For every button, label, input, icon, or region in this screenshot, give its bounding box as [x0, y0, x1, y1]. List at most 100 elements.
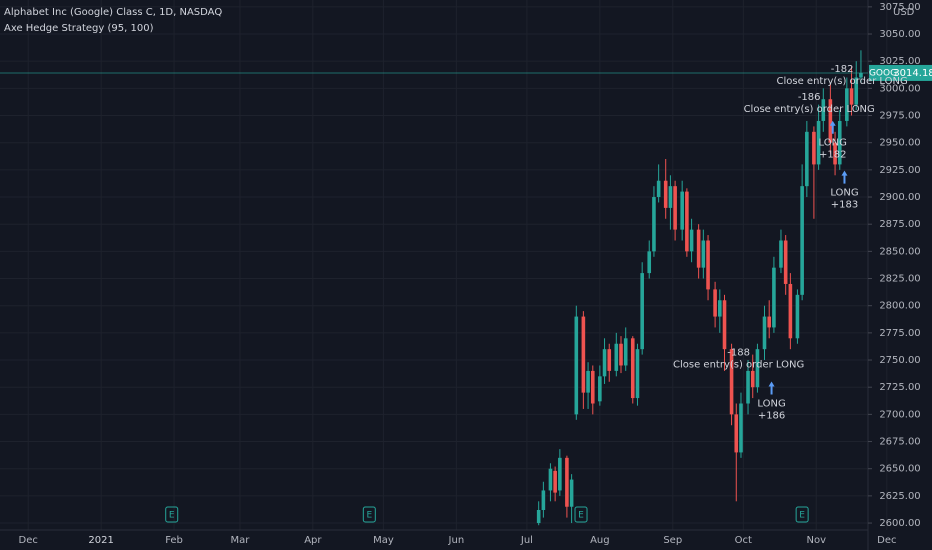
y-tick-label: 2850.00 [879, 246, 920, 257]
candle-body [734, 414, 739, 453]
annotation-text: -186 [798, 92, 821, 103]
price-box [869, 64, 932, 81]
y-tick-label: 2800.00 [879, 301, 920, 312]
x-tick-label: Dec [19, 535, 38, 546]
entry-arrow [768, 381, 775, 395]
entry-arrow [829, 120, 836, 134]
earnings-marker [362, 506, 376, 523]
annotation-text: -182 [831, 64, 854, 75]
candle-body [565, 457, 569, 507]
candle-body [569, 479, 574, 507]
candle-body [767, 316, 772, 328]
candle-body [590, 370, 595, 404]
x-tick-label: Jul [520, 535, 533, 546]
candle-body [586, 370, 590, 393]
entry-arrow [841, 170, 848, 184]
candle-body [701, 240, 706, 268]
candle-body [536, 510, 541, 524]
candle-body [696, 229, 701, 268]
y-tick-label: 2825.00 [879, 274, 920, 285]
candle-body [553, 470, 557, 493]
y-tick-label: 2925.00 [879, 165, 920, 176]
y-tick-label: 2975.00 [879, 111, 920, 122]
candle-body [558, 457, 562, 491]
x-tick-label: Oct [735, 535, 752, 546]
y-tick-label: 3025.00 [879, 56, 920, 67]
y-tick-label: 2625.00 [879, 491, 920, 502]
annotation-text: LONG [819, 138, 847, 149]
candle-body [663, 180, 668, 208]
candle-body [729, 349, 734, 415]
x-tick-label: Nov [806, 535, 826, 546]
currency: USD [893, 7, 915, 18]
y-tick-label: 2875.00 [879, 219, 920, 230]
candle-body [718, 300, 722, 317]
candle-body [772, 267, 776, 328]
x-tick-label: Dec [877, 535, 896, 546]
candle-body [635, 349, 640, 399]
earnings-marker [574, 506, 588, 523]
x-tick-label: Apr [304, 535, 322, 546]
y-tick-label: 2775.00 [879, 328, 920, 339]
y-tick-label: 2900.00 [879, 192, 920, 203]
candle-body [541, 490, 546, 511]
candle-body [800, 186, 804, 295]
candle-body [845, 88, 849, 121]
candle-body [755, 349, 760, 388]
y-tick-label: 3000.00 [879, 83, 920, 94]
earnings-label: E [366, 511, 372, 521]
annotation-text: +182 [819, 150, 846, 161]
y-tick-label: 3075.00 [879, 2, 920, 13]
candle-body [859, 72, 863, 78]
candle-body [821, 99, 826, 121]
candle-body [574, 316, 579, 415]
candle-body [750, 370, 755, 388]
y-tick-label: 3050.00 [879, 29, 920, 40]
y-tick-label: 2600.00 [879, 518, 920, 529]
candle-body [647, 251, 652, 274]
candle-body [706, 240, 710, 290]
candle-body [849, 88, 854, 105]
x-tick-label: Sep [663, 535, 682, 546]
x-tick-label: Aug [590, 535, 610, 546]
x-tick-label: Mar [230, 535, 250, 546]
candle-body [685, 191, 689, 252]
candle-body [607, 349, 612, 371]
annotation-text: LONG [830, 188, 858, 199]
annotation-text: +186 [758, 411, 785, 422]
earnings-marker [165, 506, 179, 523]
candle-body [680, 191, 684, 230]
y-tick-label: 2675.00 [879, 437, 920, 448]
candle-body [652, 197, 656, 252]
grid [0, 0, 888, 530]
candle-body [795, 294, 800, 339]
candle-body [689, 229, 694, 252]
candle-body [854, 77, 859, 105]
x-tick-label: Jun [448, 535, 465, 546]
candle-body [614, 343, 619, 371]
y-tick-label: 2700.00 [879, 409, 920, 420]
candle-body [812, 131, 816, 165]
candle-body [640, 273, 644, 350]
candle-body [828, 99, 833, 143]
annotation-text: +183 [831, 200, 858, 211]
candle-body [630, 338, 635, 399]
chart-subtitle: Axe Hedge Strategy (95, 100) [4, 23, 154, 34]
candle-body [656, 180, 661, 198]
candle-body [623, 338, 628, 366]
candle-body [762, 316, 767, 350]
y-tick-label: 2750.00 [879, 355, 920, 366]
candle-body [788, 283, 793, 339]
candle-body [673, 186, 677, 230]
candle-body [837, 120, 842, 165]
candle-body [833, 142, 837, 165]
candle-body [581, 316, 586, 393]
annotation-text: Close entry(s) order LONG [673, 359, 804, 370]
candle-body [783, 240, 788, 284]
x-tick-label: 2021 [88, 535, 113, 546]
chart-title: Alphabet Inc (Google) Class C, 1D, NASDA… [4, 7, 222, 18]
last-price-label: 3014.18 [893, 68, 932, 79]
candle-body [598, 376, 602, 402]
